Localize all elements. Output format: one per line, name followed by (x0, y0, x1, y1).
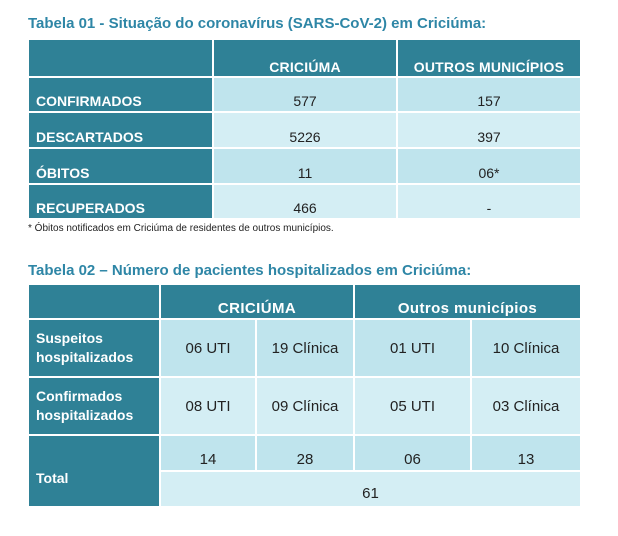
table2-header-outros: Outros municípios (355, 285, 580, 318)
table1-header-outros: OUTROS MUNICÍPIOS (398, 40, 580, 76)
row-label-total: Total (29, 436, 159, 506)
total-grand: 61 (161, 472, 580, 506)
table1-title: Tabela 01 - Situação do coronavírus (SAR… (28, 15, 487, 32)
obitos-outros: 06* (398, 149, 580, 183)
total-outros-uti: 06 (355, 436, 470, 470)
suspeitos-criciuma-clinica: 19 Clínica (257, 320, 353, 376)
suspeitos-outros-clinica: 10 Clínica (472, 320, 580, 376)
confirmados-criciuma-clinica: 09 Clínica (257, 378, 353, 434)
suspeitos-outros-uti: 01 UTI (355, 320, 470, 376)
row-label-confirmados: CONFIRMADOS (29, 78, 212, 111)
table1-header-criciuma: CRICIÚMA (214, 40, 396, 76)
table1-header-corner (29, 40, 212, 76)
row-label-suspeitos: Suspeitos hospitalizados (29, 320, 159, 376)
table1-footnote: * Óbitos notificados em Criciúma de resi… (28, 223, 334, 234)
row-label-confirmados-hosp: Confirmados hospitalizados (29, 378, 159, 434)
confirmados-criciuma: 577 (214, 78, 396, 111)
table2-header-criciuma: CRICIÚMA (161, 285, 353, 318)
row-label-obitos: ÓBITOS (29, 149, 212, 183)
confirmados-outros-uti: 05 UTI (355, 378, 470, 434)
total-criciuma-uti: 14 (161, 436, 255, 470)
recuperados-criciuma: 466 (214, 185, 396, 218)
row-label-recuperados: RECUPERADOS (29, 185, 212, 218)
descartados-criciuma: 5226 (214, 113, 396, 147)
suspeitos-criciuma-uti: 06 UTI (161, 320, 255, 376)
recuperados-outros: - (398, 185, 580, 218)
total-criciuma-clinica: 28 (257, 436, 353, 470)
total-outros-clinica: 13 (472, 436, 580, 470)
obitos-criciuma: 11 (214, 149, 396, 183)
confirmados-outros-clinica: 03 Clínica (472, 378, 580, 434)
confirmados-outros: 157 (398, 78, 580, 111)
table2-header-corner (29, 285, 159, 318)
row-label-descartados: DESCARTADOS (29, 113, 212, 147)
descartados-outros: 397 (398, 113, 580, 147)
confirmados-criciuma-uti: 08 UTI (161, 378, 255, 434)
table2-title: Tabela 02 – Número de pacientes hospital… (28, 262, 472, 279)
